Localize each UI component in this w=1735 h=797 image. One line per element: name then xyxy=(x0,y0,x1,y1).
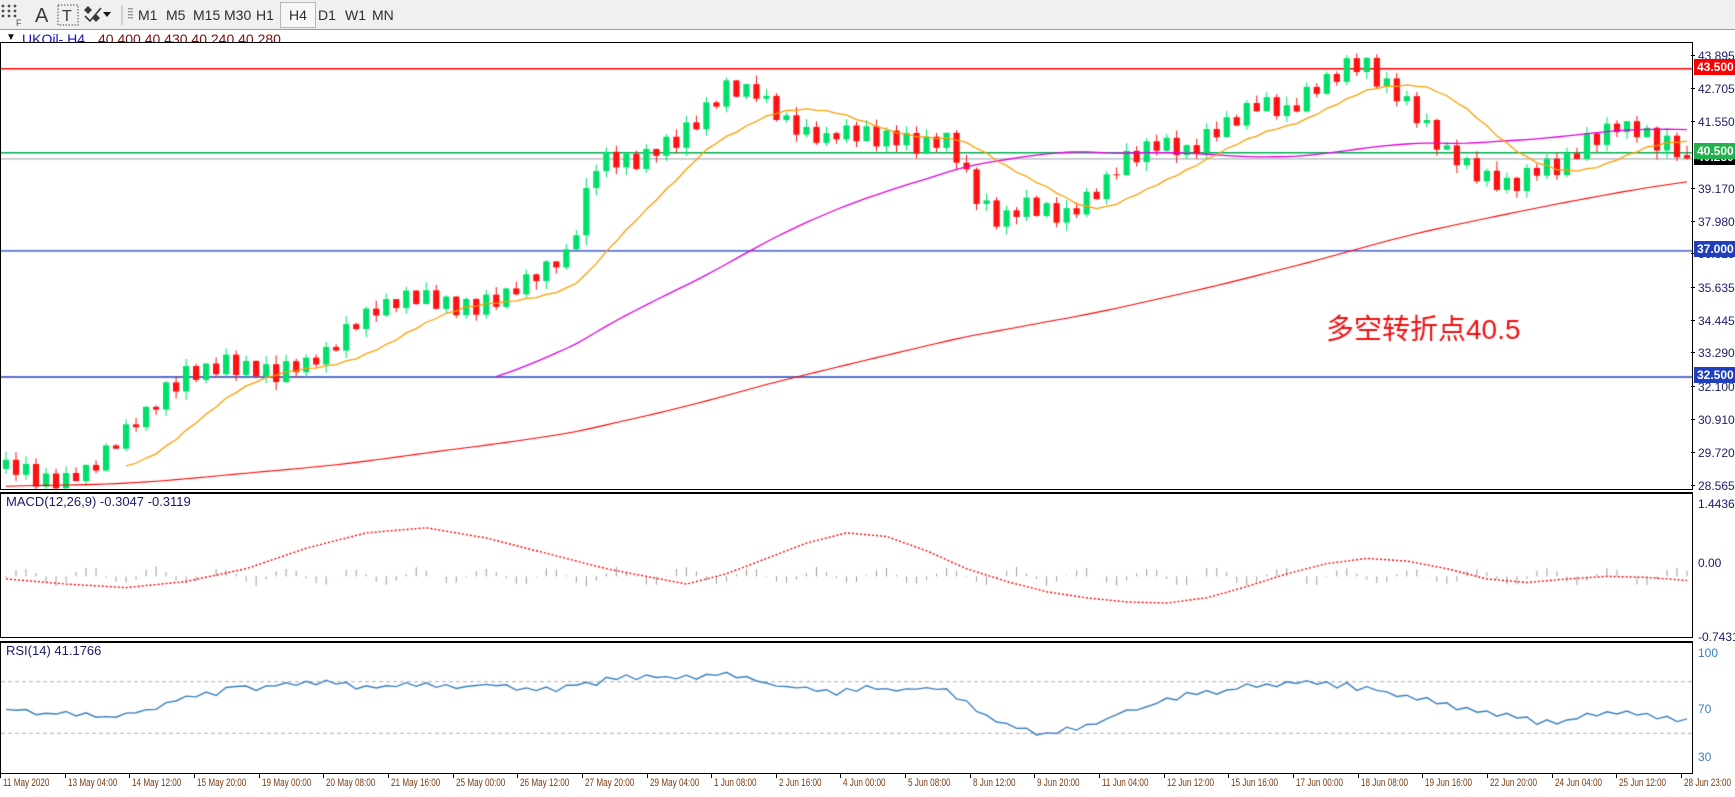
svg-text:F: F xyxy=(16,18,22,28)
svg-text:A: A xyxy=(35,5,49,27)
svg-text:T: T xyxy=(62,8,72,25)
